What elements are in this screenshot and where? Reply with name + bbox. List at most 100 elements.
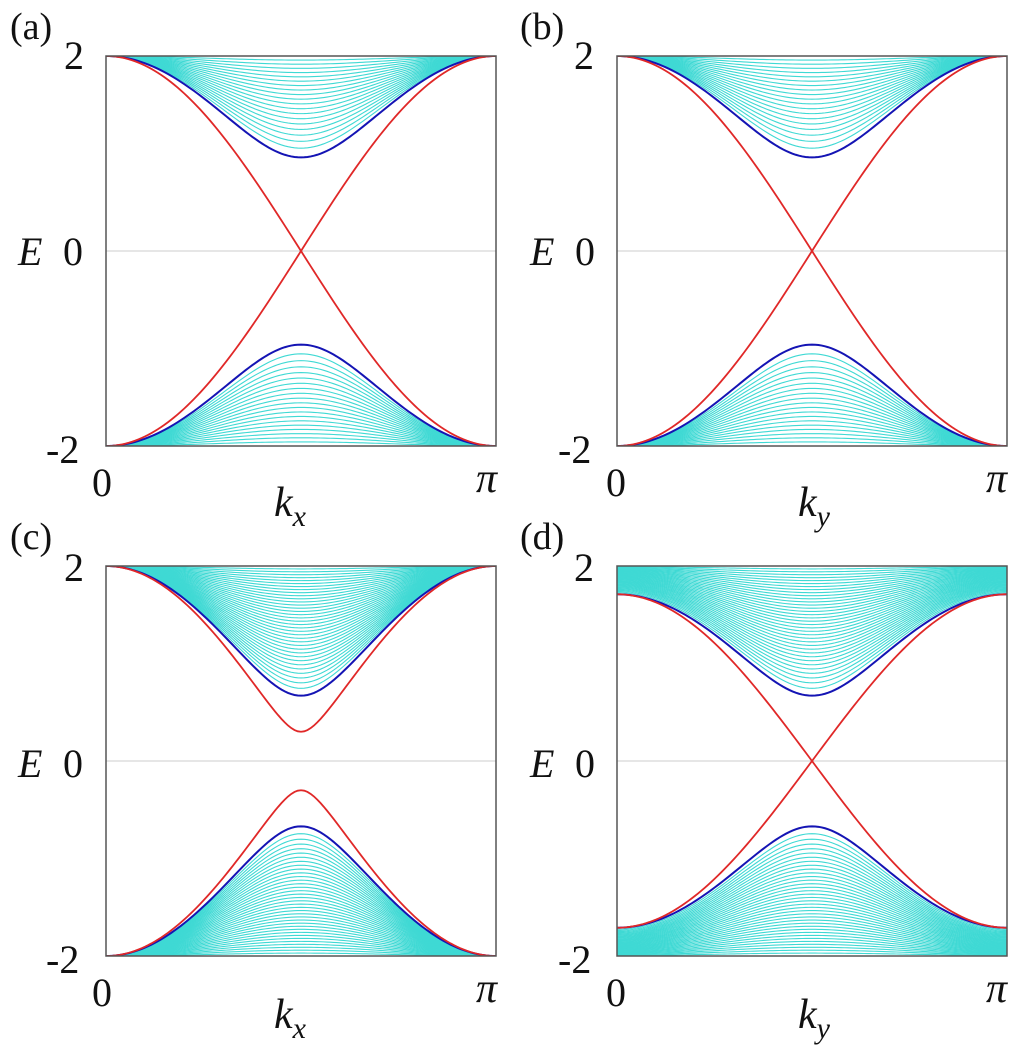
bulk-band-line <box>617 573 1007 606</box>
bulk-band-line <box>617 569 1007 585</box>
x-axis-label-sub: x <box>292 1012 306 1045</box>
xtick-right: π <box>986 456 1008 502</box>
blue-band-upper <box>617 56 1007 159</box>
plot-frame <box>616 55 1008 447</box>
bulk-band-line <box>106 937 496 956</box>
x-axis-label-main: k <box>798 992 817 1038</box>
bulk-band-line <box>106 566 496 639</box>
bulk-band-line <box>617 577 1007 622</box>
bulk-band-line <box>106 437 496 446</box>
bulk-band-line <box>617 587 1007 670</box>
bulk-band-line <box>617 864 1007 937</box>
x-axis-label: ky <box>798 994 830 1044</box>
bulk-band-line <box>106 353 496 446</box>
bulk-band-line <box>106 896 496 956</box>
bulk-band-line <box>106 366 496 446</box>
bulk-band-line <box>106 913 496 956</box>
bulk-band-line <box>617 934 1007 953</box>
bulk-band-line <box>106 566 496 573</box>
bulk-band-line <box>106 922 496 956</box>
plot-area <box>105 55 497 447</box>
bulk-band-line <box>617 893 1007 944</box>
bulk-band-line <box>617 890 1007 943</box>
xtick-left: 0 <box>606 460 626 505</box>
bulk-band-line <box>106 566 496 579</box>
bulk-band-line <box>617 583 1007 650</box>
bulk-band-line <box>617 360 1007 446</box>
bulk-band-line <box>106 925 496 956</box>
bulk-band-line <box>617 377 1007 446</box>
bulk-band-line <box>617 568 1007 582</box>
bulk-band-line <box>106 566 496 588</box>
bulk-band-line <box>617 931 1007 952</box>
edge-state-red-lower <box>106 789 496 956</box>
xtick-right: π <box>986 966 1008 1012</box>
xtick-left: 0 <box>606 970 626 1015</box>
blue-band-upper <box>106 566 496 697</box>
blue-band-lower <box>106 825 496 956</box>
plot-curves <box>617 56 1007 446</box>
bulk-band-line <box>617 573 1007 603</box>
blue-band-lower <box>617 825 1007 929</box>
bulk-band-line <box>106 890 496 956</box>
band-structure-plot <box>616 55 1008 447</box>
bulk-band-line <box>106 56 496 136</box>
bulk-band-line <box>617 578 1007 626</box>
bulk-band-line <box>106 415 496 446</box>
bulk-band-line <box>106 886 496 956</box>
bulk-band-line <box>106 946 496 956</box>
bulk-band-line <box>617 56 1007 82</box>
bulk-band-line <box>617 879 1007 941</box>
bulk-band-line <box>106 566 496 582</box>
bulk-band-line <box>617 910 1007 947</box>
bulk-band-line <box>106 566 496 619</box>
bulk-band-line <box>106 566 496 636</box>
bulk-band-line <box>617 582 1007 647</box>
bulk-band-line <box>617 402 1007 446</box>
bulk-band-line <box>106 56 496 82</box>
bulk-band-line <box>617 919 1007 949</box>
ytick-mid: 0 <box>63 741 83 786</box>
ytick-mid: 0 <box>575 229 595 274</box>
bulk-band-line <box>617 925 1007 951</box>
bulk-band-line <box>617 922 1007 950</box>
bulk-band-line <box>106 428 496 446</box>
bulk-band-line <box>617 56 1007 91</box>
panel-letter: (c) <box>10 516 53 558</box>
x-axis-label-main: k <box>274 480 293 526</box>
bulk-band-line <box>106 934 496 956</box>
bulk-band-line <box>617 848 1007 934</box>
bulk-band-line <box>106 919 496 956</box>
bulk-band-line <box>617 586 1007 662</box>
bulk-band-line <box>617 56 1007 78</box>
y-axis-label: E <box>18 741 43 786</box>
bulk-band-line <box>617 590 1007 684</box>
ytick-bottom: -2 <box>558 427 592 472</box>
bulk-band-line <box>106 566 496 594</box>
bulk-band-line <box>106 56 496 69</box>
bulk-band-line <box>617 56 1007 142</box>
bulk-band-line <box>106 931 496 956</box>
band-structure-plot <box>616 565 1008 957</box>
bulk-band-line <box>106 56 496 100</box>
ytick-mid: 0 <box>575 741 595 786</box>
bulk-band-line <box>106 372 496 446</box>
plot-curves <box>617 566 1007 956</box>
bulk-band-line <box>106 566 496 629</box>
bulk-band-line <box>617 875 1007 940</box>
plot-area <box>616 55 1008 447</box>
plot-curves <box>106 566 496 956</box>
bulk-band-line <box>617 441 1007 446</box>
bulk-band-line <box>106 566 496 632</box>
bulk-band-line <box>617 896 1007 944</box>
bulk-band-line <box>617 372 1007 446</box>
panel-c: (c) 2 E 0 -2 0 π kx <box>0 510 512 1044</box>
ytick-top: 2 <box>64 545 84 590</box>
bulk-band-line <box>617 56 1007 115</box>
panel-letter: (b) <box>520 6 565 48</box>
bulk-band-line <box>617 940 1007 954</box>
plot-curves <box>106 56 496 446</box>
bulk-band-line <box>617 575 1007 612</box>
bulk-band-line <box>617 572 1007 600</box>
edge-state-red <box>617 593 1007 929</box>
